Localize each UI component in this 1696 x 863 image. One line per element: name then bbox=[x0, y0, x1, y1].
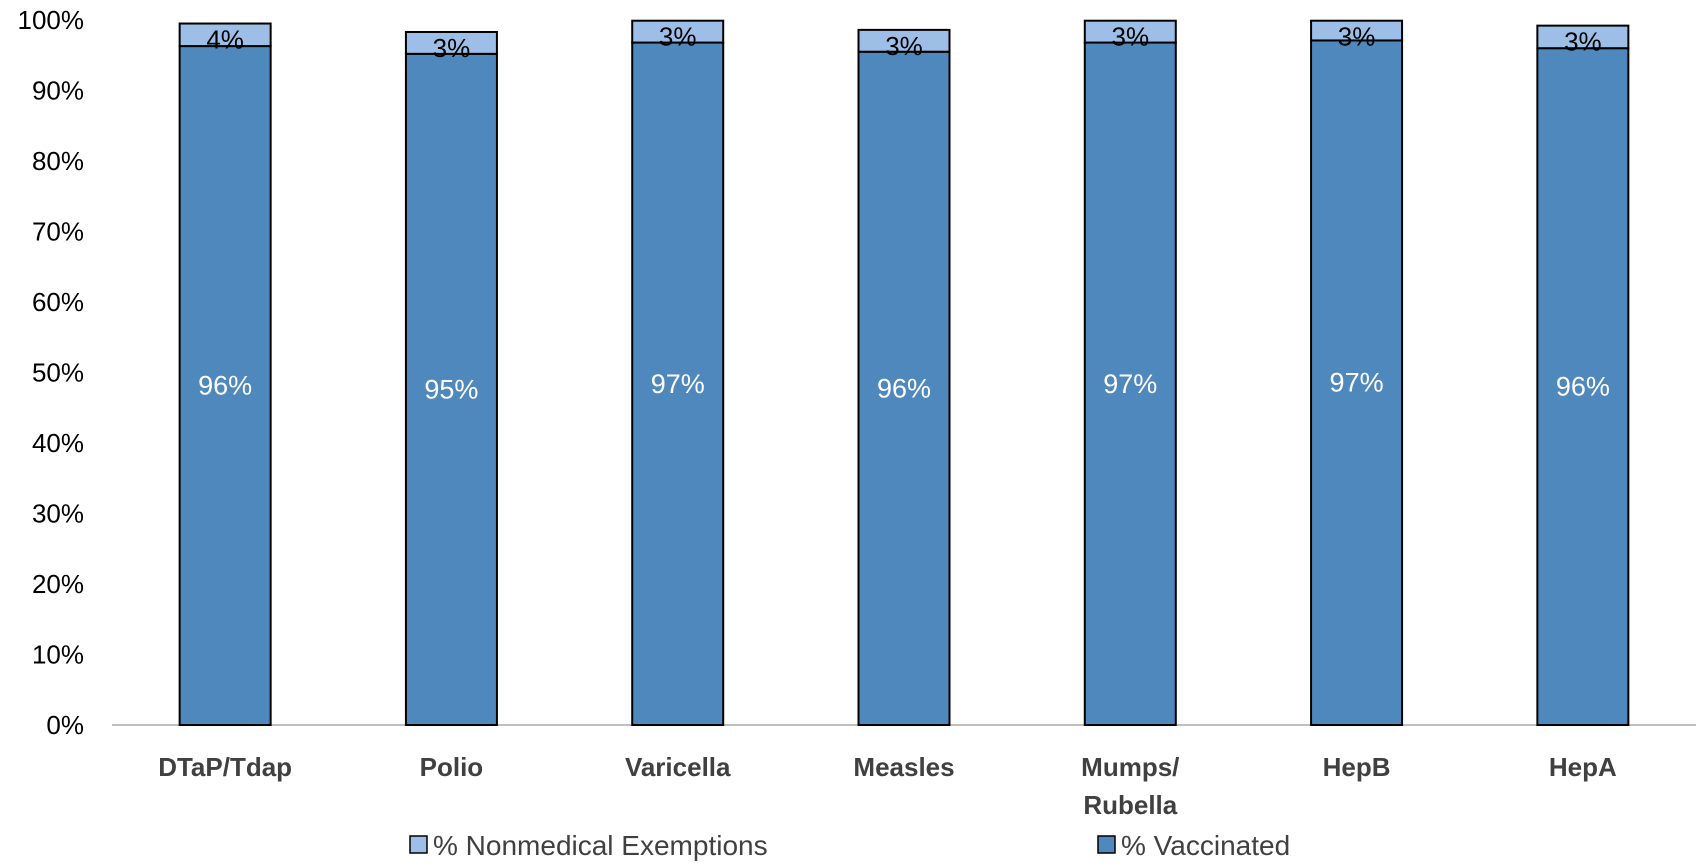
y-tick-label: 70% bbox=[32, 217, 84, 247]
bar-nonmedical-exemptions bbox=[631, 19, 725, 44]
legend: % Nonmedical Exemptions % Vaccinated bbox=[409, 830, 1290, 861]
bar-vaccinated bbox=[1083, 41, 1177, 727]
bar-nonmedical-exemptions bbox=[404, 30, 498, 55]
x-tick-label: DTaP/Tdap bbox=[158, 752, 292, 782]
x-tick-label: Rubella bbox=[1083, 790, 1177, 820]
bar-vaccinated bbox=[631, 41, 725, 727]
bar-nonmedical-exemptions bbox=[857, 28, 951, 53]
x-axis: DTaP/Tdap Polio Varicella Measles Mumps/Rube… bbox=[158, 752, 1617, 820]
y-tick-label: 0% bbox=[46, 710, 84, 740]
data-label-vaccinated: 97% bbox=[1103, 369, 1157, 399]
data-label-nonmedical-exemptions: 3% bbox=[885, 31, 923, 61]
data-label-nonmedical-exemptions: 3% bbox=[659, 22, 697, 52]
x-tick-label: HepB bbox=[1323, 752, 1391, 782]
data-label-nonmedical-exemptions: 3% bbox=[1338, 22, 1376, 52]
data-label-vaccinated: 95% bbox=[424, 374, 478, 404]
y-tick-label: 50% bbox=[32, 358, 84, 388]
y-tick-label: 80% bbox=[32, 146, 84, 176]
bar-nonmedical-exemptions bbox=[178, 22, 272, 48]
bar-vaccinated bbox=[404, 52, 498, 726]
data-label-vaccinated: 96% bbox=[1556, 372, 1610, 402]
y-tick-label: 90% bbox=[32, 76, 84, 106]
bar-nonmedical-exemptions bbox=[1310, 19, 1404, 42]
data-label-nonmedical-exemptions: 3% bbox=[1111, 22, 1149, 52]
legend-swatch bbox=[409, 835, 428, 854]
data-label-vaccinated: 97% bbox=[1330, 368, 1384, 398]
data-label-nonmedical-exemptions: 3% bbox=[1564, 27, 1602, 57]
bars: 96% 4% 95% 3% 97% 3% 96% 3% 97% 3% 97% 3% 96% 3% bbox=[178, 19, 1630, 727]
bar-vaccinated bbox=[857, 50, 951, 727]
data-label-vaccinated: 96% bbox=[198, 371, 252, 401]
legend-label: % Nonmedical Exemptions bbox=[433, 830, 768, 861]
x-tick-label: Polio bbox=[420, 752, 484, 782]
y-axis: 0% 10% 20% 30% 40% 50% 60% 70% 80% 90% 100% bbox=[18, 5, 85, 740]
y-tick-label: 40% bbox=[32, 428, 84, 458]
y-tick-label: 10% bbox=[32, 640, 84, 670]
bar-vaccinated bbox=[178, 45, 272, 726]
legend-swatch bbox=[1097, 835, 1116, 854]
x-tick-label: HepA bbox=[1549, 752, 1617, 782]
bar-nonmedical-exemptions bbox=[1536, 24, 1630, 50]
y-tick-label: 20% bbox=[32, 569, 84, 599]
data-label-nonmedical-exemptions: 3% bbox=[433, 33, 471, 63]
bar-vaccinated bbox=[1536, 47, 1630, 726]
x-tick-label: Varicella bbox=[625, 752, 731, 782]
y-tick-label: 30% bbox=[32, 499, 84, 529]
x-tick-label: Mumps/ bbox=[1081, 752, 1179, 782]
data-label-vaccinated: 96% bbox=[877, 373, 931, 403]
bar-nonmedical-exemptions bbox=[1083, 19, 1177, 44]
bar-vaccinated bbox=[1310, 39, 1404, 726]
x-tick-label: Measles bbox=[853, 752, 954, 782]
data-label-vaccinated: 97% bbox=[651, 369, 705, 399]
y-tick-label: 100% bbox=[18, 5, 85, 35]
data-label-nonmedical-exemptions: 4% bbox=[206, 25, 244, 55]
y-tick-label: 60% bbox=[32, 287, 84, 317]
legend-label: % Vaccinated bbox=[1121, 830, 1290, 861]
